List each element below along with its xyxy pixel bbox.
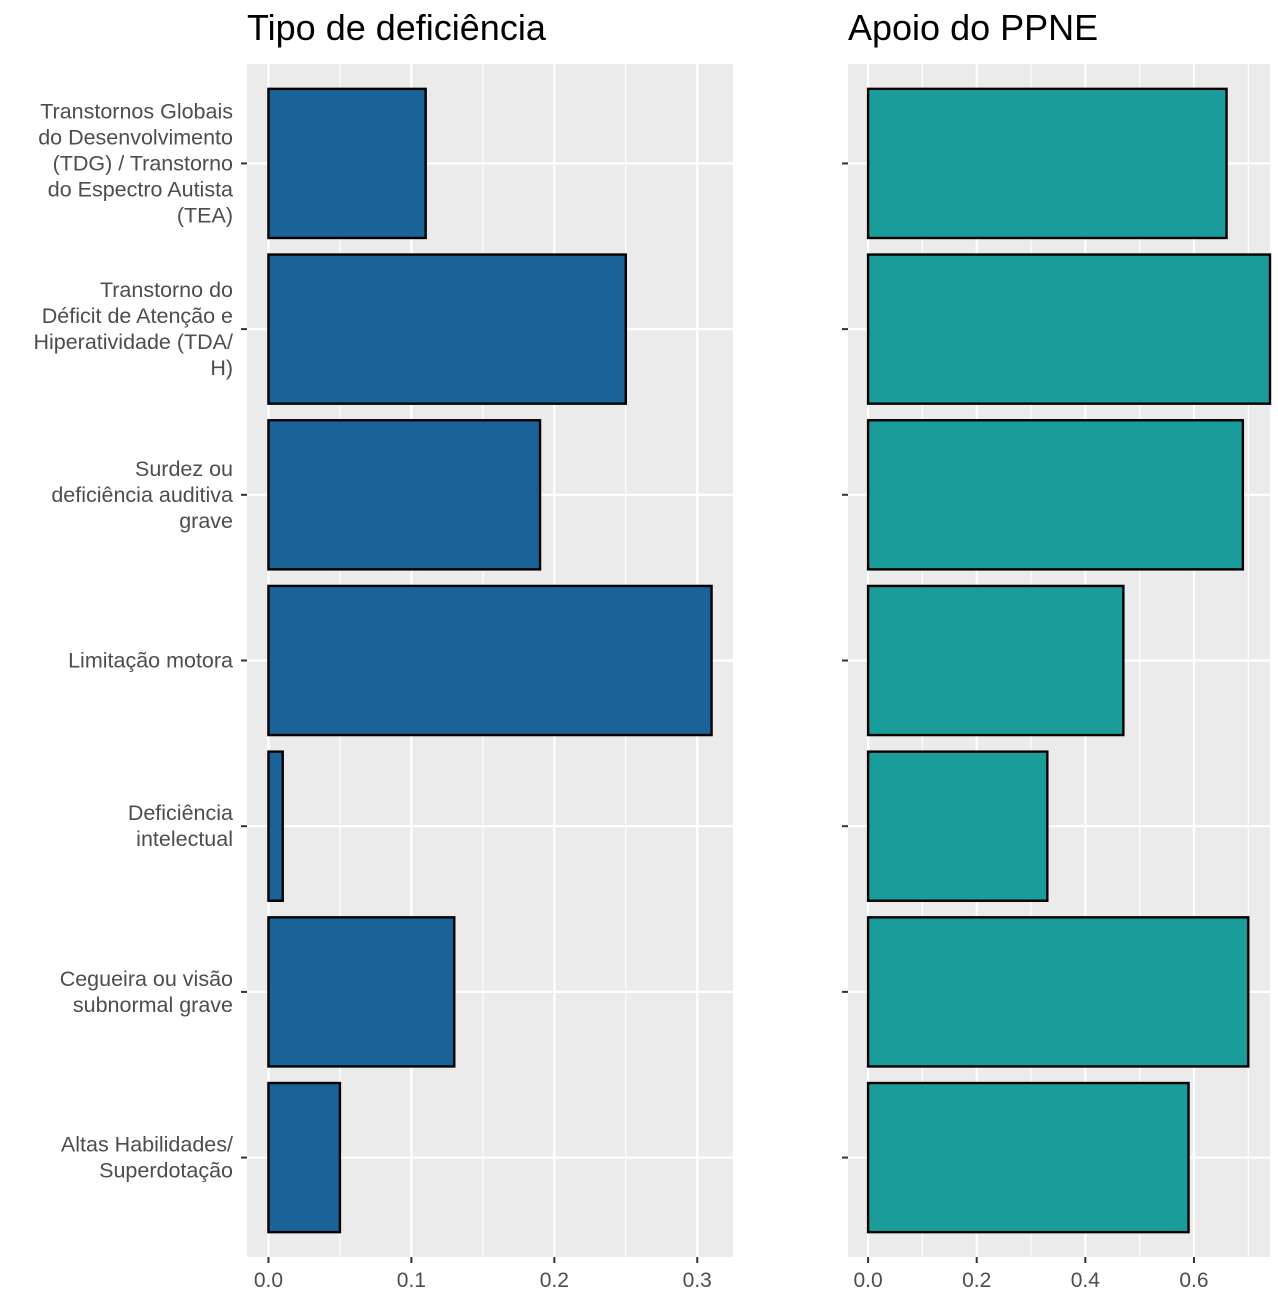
bar: [866, 87, 1228, 240]
bar: [267, 419, 542, 571]
x-tick-label: 0.1: [397, 1269, 426, 1292]
y-tick-label: Limitação motora: [68, 649, 233, 673]
bar: [267, 253, 627, 405]
bar: [267, 750, 284, 902]
y-axis-left: Transtornos Globais do Desenvolvimento (TD…: [33, 99, 247, 1183]
bar: [866, 916, 1250, 1068]
x-tick-label: 0.2: [540, 1269, 569, 1292]
y-axis-right: [842, 162, 848, 1159]
bar: [267, 584, 713, 737]
y-tick-label: Transtorno do Déficit de Atenção e Hiperat…: [33, 278, 233, 380]
x-axis-right: 0.0 0.2 0.4 0.6: [853, 1257, 1209, 1292]
panel-tipo-de-deficiencia: 0.0 0.1 0.2 0.3 Transtornos Globais do Desen…: [33, 7, 733, 1292]
bar: [866, 419, 1245, 571]
y-tick-label: Altas Habilidades/Superdotação: [61, 1133, 233, 1183]
x-tick-label: 0.6: [1179, 1269, 1208, 1292]
chart-title-left: Tipo de deficiência: [247, 7, 547, 48]
bars-right: [866, 87, 1272, 1234]
x-tick-label: 0.0: [853, 1269, 882, 1292]
x-tick-label: 0.2: [962, 1269, 991, 1292]
bar: [267, 916, 456, 1068]
bar: [866, 1081, 1190, 1234]
x-tick-label: 0.4: [1071, 1269, 1101, 1292]
bars-left: [267, 87, 713, 1234]
y-tick-label: Deficiência intelectual: [128, 801, 233, 851]
y-tick-label: Surdez ou deficiência auditiva grave: [51, 457, 233, 533]
x-axis-left: 0.0 0.1 0.2 0.3: [254, 1257, 712, 1292]
chart-title-right: Apoio do PPNE: [848, 7, 1098, 48]
y-tick-label: Cegueira ou visão subnormal grave: [60, 967, 233, 1017]
bar: [267, 87, 427, 240]
bar: [866, 584, 1125, 737]
bar: [267, 1081, 342, 1234]
x-tick-label: 0.3: [683, 1269, 712, 1292]
panel-apoio-do-ppne: 0.0 0.2 0.4 0.6 Apoio do PPNE: [842, 7, 1272, 1292]
y-tick-label: Transtornos Globais do Desenvolvimento (TD…: [38, 99, 233, 227]
bar: [866, 750, 1049, 902]
x-tick-label: 0.0: [254, 1269, 283, 1292]
bar: [866, 253, 1272, 405]
